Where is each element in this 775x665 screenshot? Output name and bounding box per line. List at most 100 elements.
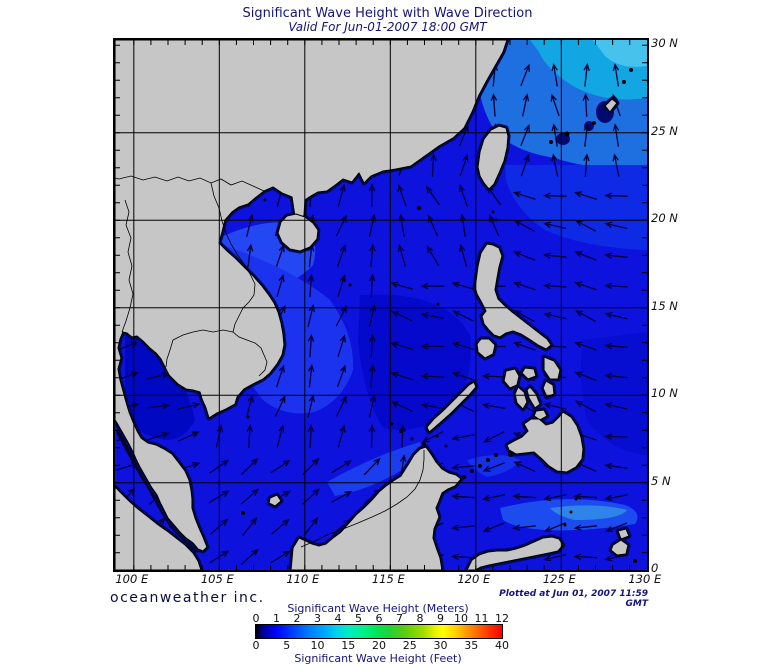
lon-tick-label: 105 E	[200, 572, 234, 586]
wave-arrow	[391, 310, 413, 322]
wave-arrow	[210, 518, 229, 535]
wave-arrow	[550, 93, 560, 117]
wave-arrow	[451, 341, 475, 351]
wave-arrow	[241, 517, 258, 537]
wave-arrow	[604, 433, 628, 440]
wave-arrow	[481, 402, 506, 410]
wave-arrow	[270, 459, 291, 474]
wave-arrow	[420, 372, 445, 380]
wave-arrow	[604, 372, 628, 380]
wave-arrow	[302, 457, 320, 476]
wave-arrow	[573, 493, 598, 500]
lat-tick-label: 25 N	[651, 123, 678, 138]
wave-arrow	[459, 213, 467, 237]
wave-arrow	[604, 282, 628, 290]
wave-arrow	[146, 432, 170, 441]
wave-arrow	[513, 251, 536, 261]
wave-arrow	[270, 550, 291, 564]
wave-arrow	[276, 274, 285, 297]
colorbar-meters-value: 1	[273, 612, 280, 625]
wave-arrow	[246, 243, 254, 268]
wave-arrow	[451, 524, 475, 531]
wave-arrow	[482, 522, 505, 533]
wave-arrow	[420, 282, 445, 290]
wave-arrow	[420, 402, 445, 410]
land-hainan	[277, 213, 319, 252]
wave-arrow	[451, 464, 475, 471]
wave-arrow	[543, 221, 567, 230]
wave-arrow	[246, 394, 254, 418]
wave-arrow	[551, 153, 559, 177]
wave-arrow	[451, 493, 475, 500]
wave-arrow	[307, 273, 315, 298]
wave-arrow	[337, 334, 346, 358]
oceanweather-logo: oceanweather inc.	[110, 590, 265, 606]
lat-tick-label: 20 N	[651, 211, 678, 226]
wave-arrow	[420, 343, 445, 350]
wave-arrow	[368, 304, 377, 328]
wave-arrow	[512, 191, 536, 200]
wave-arrow	[369, 243, 376, 268]
wave-arrow	[369, 364, 376, 388]
wave-arrow	[368, 213, 377, 237]
wave-arrow	[574, 220, 597, 232]
colorbar-feet-value: 40	[495, 639, 509, 652]
land-bohol	[533, 409, 548, 421]
wave-arrow	[400, 454, 407, 478]
wave-arrow	[543, 252, 567, 259]
colorbar-meters-value: 5	[355, 612, 362, 625]
wave-arrow	[452, 310, 474, 322]
wave-arrow	[583, 153, 590, 177]
wave-arrow	[542, 282, 567, 290]
wave-arrow	[425, 185, 440, 206]
colorbar-meters-value: 3	[314, 612, 321, 625]
colorbar-feet-value: 25	[402, 639, 417, 652]
wave-arrow	[481, 373, 506, 380]
wave-arrow	[426, 245, 440, 266]
wave-arrow	[459, 243, 468, 267]
wave-arrow	[612, 123, 620, 147]
land-negros	[514, 386, 528, 410]
colorbar-meters-value: 7	[396, 612, 403, 625]
colorbar-gradient	[255, 624, 503, 639]
plotted-timestamp: Plotted at Jun 01, 2007 11:59 GMT	[499, 589, 648, 609]
wave-arrow	[331, 460, 352, 474]
wave-arrow	[274, 395, 286, 417]
colorbar-meters-value: 11	[474, 612, 489, 625]
wave-arrow	[543, 522, 566, 533]
wave-arrow	[583, 63, 590, 87]
wave-arrow	[458, 184, 468, 207]
map-svg	[115, 40, 647, 570]
colorbar-meters-value: 0	[252, 612, 260, 625]
wave-arrow	[335, 305, 347, 327]
wave-arrow	[543, 494, 567, 502]
colorbar-feet-title: Significant Wave Height (Feet)	[294, 652, 462, 665]
colorbar-feet-value: 35	[464, 639, 479, 652]
wave-arrow	[520, 153, 530, 177]
wave-arrow	[551, 123, 558, 147]
wave-arrow	[390, 341, 414, 351]
wave-arrow	[420, 312, 445, 319]
wave-arrow	[604, 192, 628, 199]
wave-arrow	[398, 213, 405, 238]
wave-arrow	[368, 273, 376, 298]
wave-arrow	[303, 517, 319, 537]
lon-tick-label: 130 E	[628, 572, 662, 586]
wave-arrow	[583, 123, 590, 147]
wave-arrow	[368, 424, 376, 448]
wave-arrow	[574, 400, 597, 413]
wave-arrow	[336, 244, 347, 267]
wave-arrow	[451, 433, 475, 441]
colorbar-meters-title: Significant Wave Height (Meters)	[287, 602, 469, 615]
map-plot-area	[113, 38, 649, 572]
wave-arrow	[397, 184, 407, 207]
land-panay	[503, 368, 520, 389]
colorbar-feet-value: 30	[433, 639, 448, 652]
page-title: Significant Wave Height with Wave Direct…	[242, 6, 533, 21]
wave-arrow	[482, 462, 505, 472]
wave-arrow	[512, 493, 536, 500]
wave-arrow	[543, 402, 567, 410]
wave-arrow	[307, 304, 316, 328]
wave-arrow	[177, 431, 200, 442]
wave-arrow	[215, 424, 224, 448]
